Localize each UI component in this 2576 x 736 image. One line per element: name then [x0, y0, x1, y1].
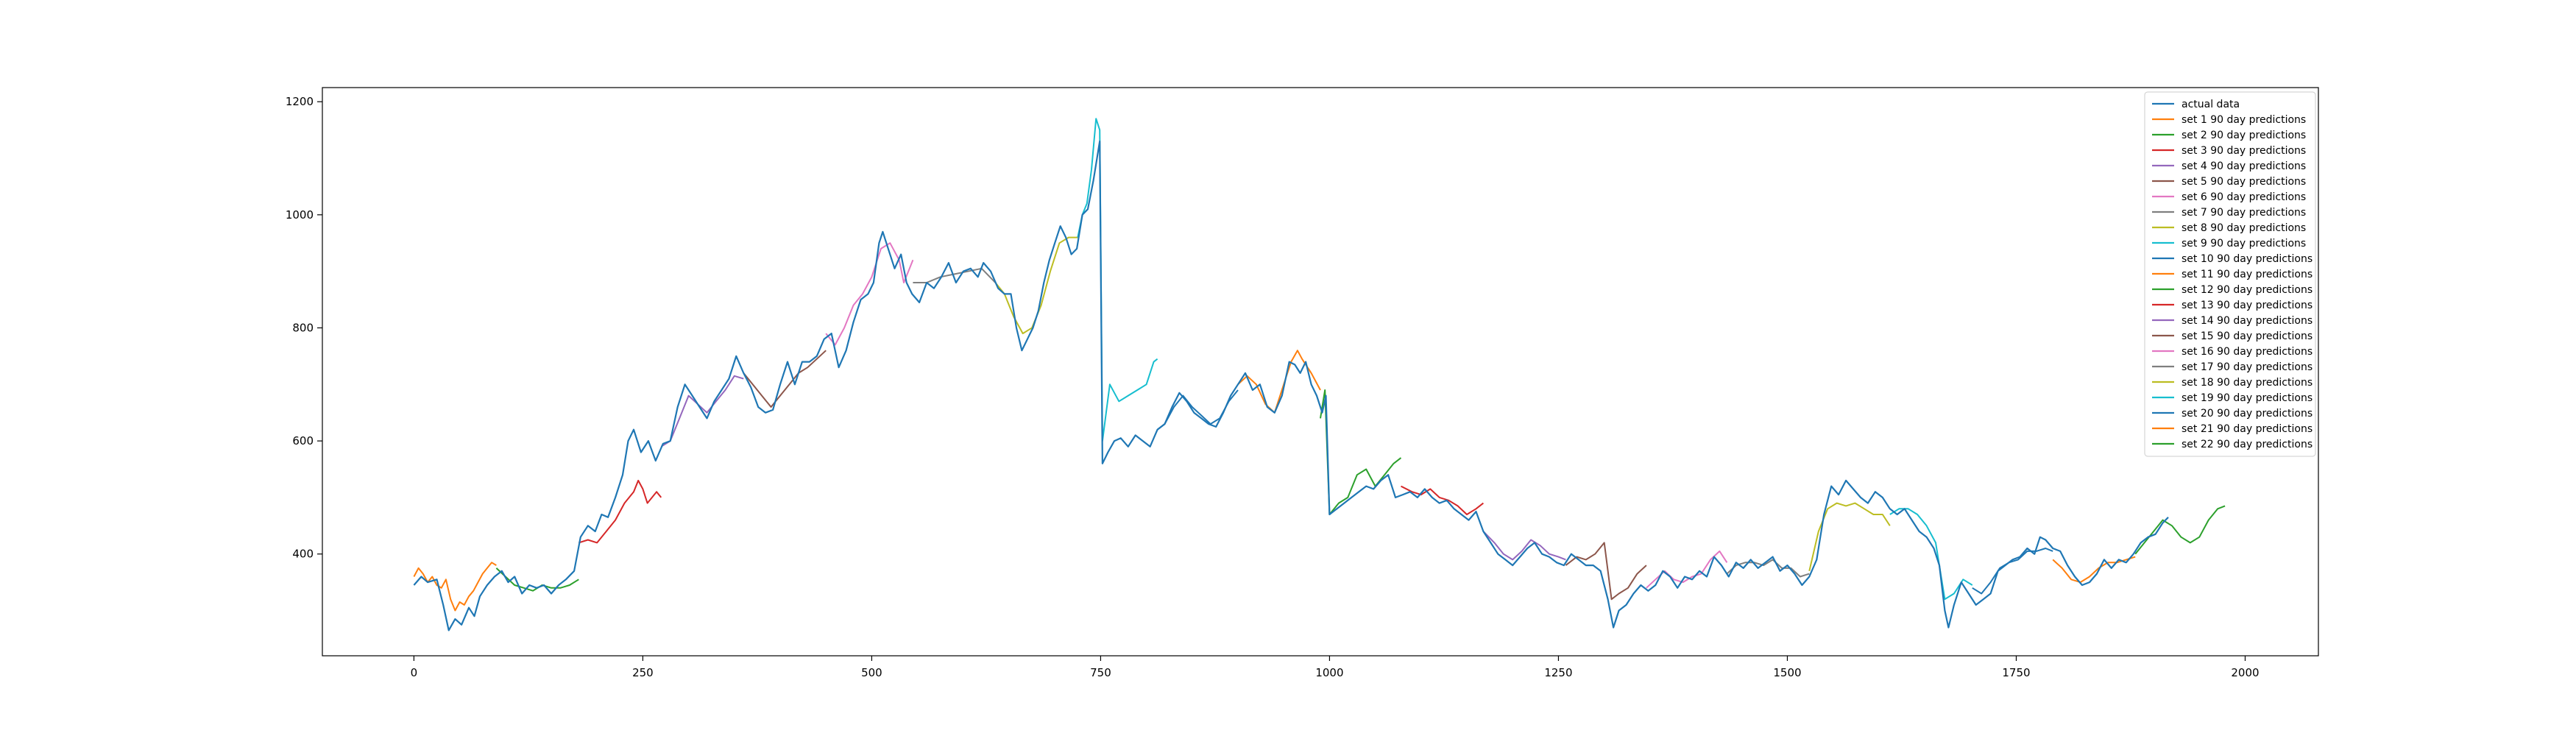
legend-label: actual data	[2182, 99, 2240, 110]
legend-label: set 4 90 day predictions	[2182, 160, 2306, 172]
legend-box	[2144, 91, 2316, 457]
legend-label: set 19 90 day predictions	[2182, 392, 2313, 404]
x-tick-label: 1000	[1315, 666, 1343, 679]
legend-label: set 20 90 day predictions	[2182, 408, 2313, 420]
series-line-set-20	[1972, 548, 2053, 595]
y-tick-label: 400	[292, 548, 314, 561]
x-tick-label: 2000	[2231, 666, 2259, 679]
legend-label: set 16 90 day predictions	[2182, 346, 2313, 358]
y-tick-label: 1200	[286, 95, 314, 108]
y-tick-label: 1000	[286, 208, 314, 222]
legend-label: set 12 90 day predictions	[2182, 284, 2313, 296]
legend-label: set 5 90 day predictions	[2182, 176, 2306, 188]
legend-label: set 14 90 day predictions	[2182, 315, 2313, 327]
x-tick-label: 750	[1090, 666, 1111, 679]
series-line-set-9	[1077, 118, 1158, 442]
series-layer	[413, 118, 2226, 631]
x-axis-ticks: 0 250 500 750 1000 1250 1500 1750 2000	[411, 656, 2260, 679]
series-line-set-15	[1565, 542, 1647, 601]
x-tick-label: 250	[632, 666, 654, 679]
x-tick-label: 1250	[1544, 666, 1572, 679]
legend-label: set 21 90 day predictions	[2182, 423, 2313, 435]
legend-label: set 10 90 day predictions	[2182, 253, 2313, 265]
series-line-set-4	[660, 375, 744, 447]
legend-label: set 2 90 day predictions	[2182, 130, 2306, 141]
series-line-set-17	[1726, 559, 1810, 578]
legend-label: set 3 90 day predictions	[2182, 145, 2306, 157]
legend-label: set 15 90 day predictions	[2182, 330, 2313, 342]
x-tick-label: 0	[411, 666, 418, 679]
legend-label: set 18 90 day predictions	[2182, 377, 2313, 389]
legend-label: set 9 90 day predictions	[2182, 238, 2306, 250]
legend-label: set 13 90 day predictions	[2182, 300, 2313, 311]
series-line-set-13	[1401, 485, 1485, 515]
plot-area: 0 250 500 750 1000 1250 1500 1750 2000 400 600 800…	[286, 87, 2319, 679]
y-tick-label: 600	[292, 434, 314, 447]
series-line-set-22	[2134, 505, 2226, 555]
series-line-set-3	[578, 479, 662, 544]
legend-label: set 7 90 day predictions	[2182, 207, 2306, 219]
x-tick-label: 1500	[1773, 666, 1801, 679]
series-line-set-14	[1482, 531, 1566, 561]
legend-label: set 22 90 day predictions	[2182, 439, 2313, 450]
x-tick-label: 500	[861, 666, 882, 679]
x-tick-label: 1750	[2002, 666, 2030, 679]
y-axis-ticks: 400 600 800 1000 1200	[286, 95, 322, 561]
legend: actual data set 1 90 day predictions set 2…	[2144, 91, 2316, 457]
legend-label: set 17 90 day predictions	[2182, 361, 2313, 373]
y-tick-label: 800	[292, 321, 314, 334]
legend-label: set 6 90 day predictions	[2182, 191, 2306, 203]
axes-frame	[322, 87, 2319, 657]
legend-label: set 11 90 day predictions	[2182, 269, 2313, 280]
legend-label: set 8 90 day predictions	[2182, 222, 2306, 234]
series-line-set-5	[743, 350, 827, 408]
series-line-actual-data	[413, 140, 2169, 631]
legend-label: set 1 90 day predictions	[2182, 114, 2306, 126]
